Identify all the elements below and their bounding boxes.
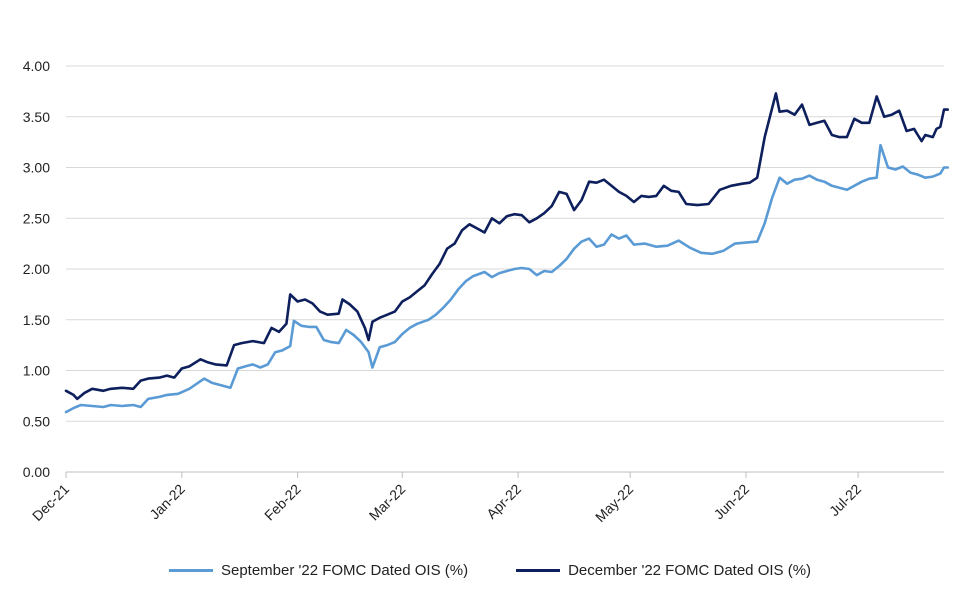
y-tick-label: 3.50: [23, 109, 50, 125]
legend-label-september: September '22 FOMC Dated OIS (%): [220, 561, 469, 579]
x-tick-labels: Dec-21 Jan-22 Feb-22 Mar-22 Apr-22 May-22 Jun-…: [29, 481, 864, 525]
line-chart: 0.00 0.50 1.00 1.50 2.00 2.50 3.00 3.50 4.00 Dec…: [23, 58, 950, 525]
series-line-september: [64, 143, 950, 414]
y-tick-label: 3.00: [23, 160, 50, 176]
y-tick-label: 1.50: [23, 312, 50, 328]
y-tick-label: 4.00: [23, 58, 50, 74]
x-tick-label: Mar-22: [366, 481, 409, 524]
gridlines: [66, 65, 944, 473]
legend-swatch-december: [516, 568, 561, 572]
y-tick-label: 1.00: [23, 363, 50, 379]
x-tick-label: Jan-22: [146, 481, 188, 523]
y-tick-label: 0.50: [23, 413, 50, 429]
legend-item-september: September '22 FOMC Dated OIS (%): [168, 561, 469, 579]
y-tick-label: 2.50: [23, 210, 50, 226]
legend-item-december: December '22 FOMC Dated OIS (%): [516, 562, 811, 579]
legend-swatch-september: [168, 568, 213, 572]
y-tick-label: 2.00: [23, 261, 50, 277]
x-tick-label: Apr-22: [483, 481, 524, 522]
x-tick-label: Jun-22: [711, 481, 753, 523]
y-tick-labels: 0.00 0.50 1.00 1.50 2.00 2.50 3.00 3.50 4.00: [23, 58, 50, 480]
x-tick-label: Feb-22: [261, 481, 304, 524]
x-tick-label: Jul-22: [826, 481, 864, 519]
x-tick-label: May-22: [592, 481, 636, 525]
y-tick-label: 0.00: [23, 464, 50, 480]
series-line-december: [64, 92, 950, 401]
legend-label-december: December '22 FOMC Dated OIS (%): [568, 561, 812, 579]
series-lines: [64, 92, 950, 414]
axes: [65, 471, 944, 478]
x-tick-label: Dec-21: [29, 481, 72, 524]
legend: September '22 FOMC Dated OIS (%) Decembe…: [0, 556, 980, 584]
